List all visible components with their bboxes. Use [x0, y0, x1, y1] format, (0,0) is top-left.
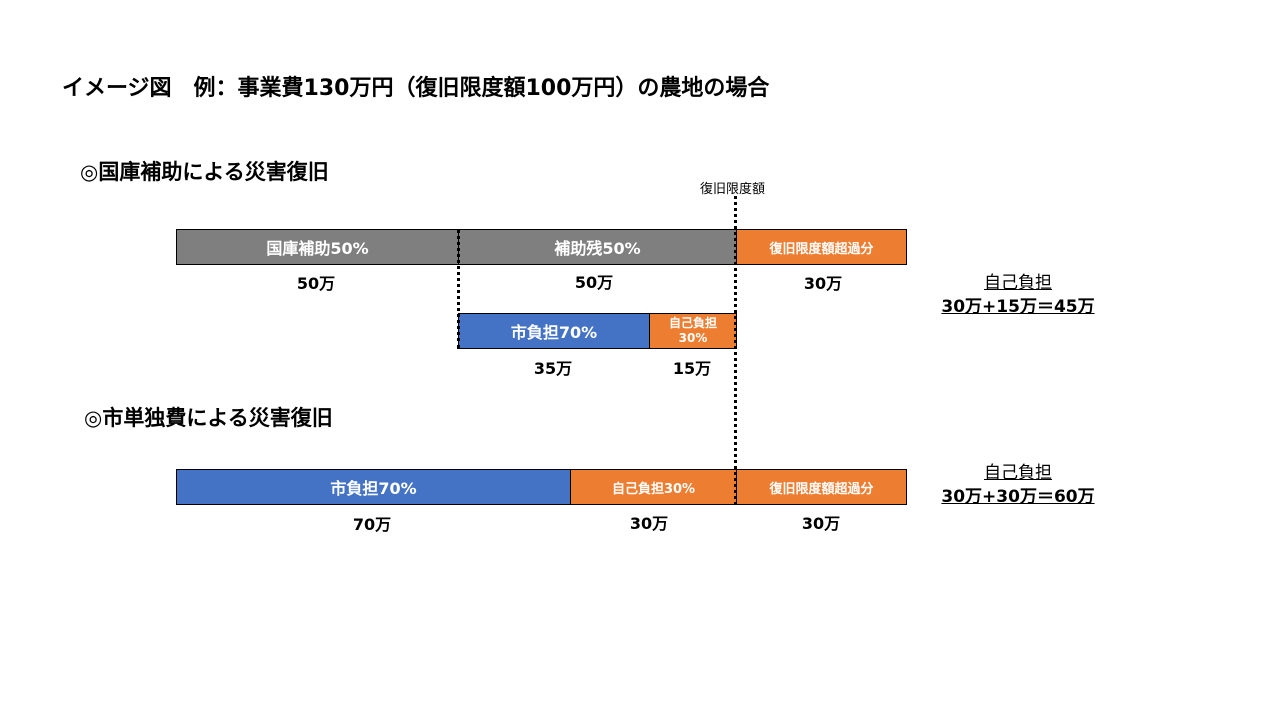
self-burden-summary-2: 自己負担 30万+30万＝60万	[930, 461, 1106, 509]
self-burden-label-line1: 自己負担	[668, 316, 717, 330]
self-burden-label-line2: 30%	[678, 331, 708, 345]
city-burden-amount-2: 70万	[352, 515, 392, 534]
subsidy-remaining-bar: 補助残50%	[458, 229, 737, 265]
self-burden-amount-1: 15万	[672, 359, 712, 378]
subsidy-remaining-amount: 50万	[574, 273, 614, 292]
self-burden-summary-formula-2: 30万+30万＝60万	[941, 487, 1095, 507]
national-subsidy-amount: 50万	[296, 274, 336, 293]
city-burden-amount-1: 35万	[533, 359, 573, 378]
excess-over-limit-bar-1: 復旧限度額超過分	[736, 229, 907, 265]
recovery-limit-dotted-line	[734, 196, 737, 505]
self-burden-summary-1: 自己負担 30万+15万＝45万	[930, 271, 1106, 319]
page-title: イメージ図 例：事業費130万円（復旧限度額100万円）の農地の場合	[62, 76, 770, 101]
self-burden-summary-label-1: 自己負担	[984, 273, 1052, 293]
subsidy-split-dotted-line	[457, 229, 460, 349]
self-burden-summary-formula-1: 30万+15万＝45万	[941, 297, 1095, 317]
self-burden-amount-2: 30万	[629, 514, 669, 533]
city-burden-bar-1: 市負担70%	[458, 313, 650, 349]
national-subsidy-bar: 国庫補助50%	[176, 229, 459, 265]
section-national-subsidy-heading: ◎国庫補助による災害復旧	[80, 160, 329, 184]
excess-over-limit-bar-2: 復旧限度額超過分	[736, 469, 907, 505]
excess-amount-1: 30万	[803, 274, 843, 293]
self-burden-summary-label-2: 自己負担	[984, 463, 1052, 483]
section-city-funded-heading: ◎市単独費による災害復旧	[84, 406, 333, 430]
self-burden-bar-1: 自己負担 30%	[649, 313, 737, 349]
recovery-limit-label: 復旧限度額	[700, 182, 766, 197]
self-burden-bar-2: 自己負担30%	[570, 469, 737, 505]
city-burden-bar-2: 市負担70%	[176, 469, 571, 505]
excess-amount-2: 30万	[801, 514, 841, 533]
